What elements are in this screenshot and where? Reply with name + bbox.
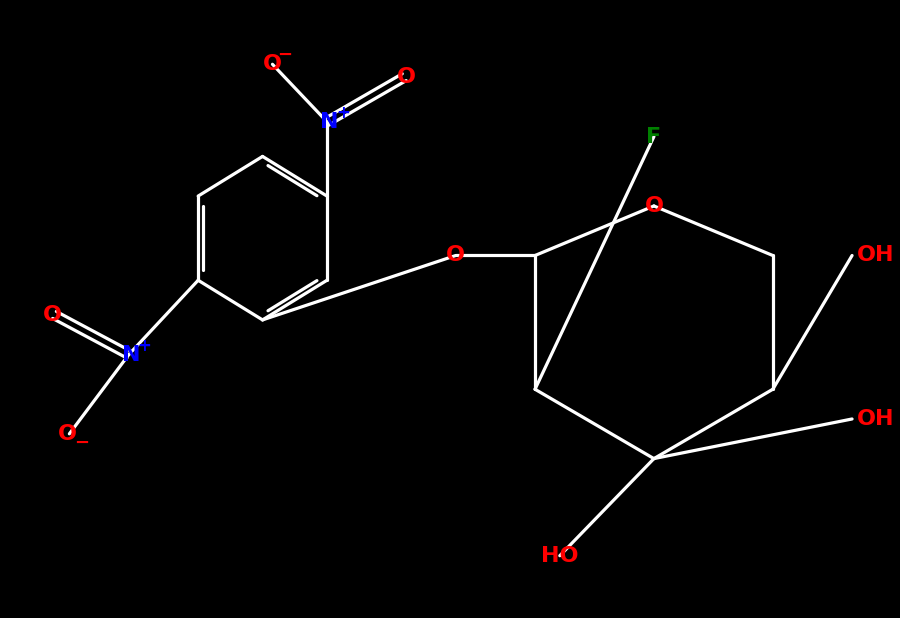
- Text: −: −: [277, 46, 292, 64]
- Text: O: O: [263, 54, 282, 74]
- Text: −: −: [74, 434, 89, 452]
- Text: OH: OH: [857, 409, 895, 429]
- Text: O: O: [58, 424, 76, 444]
- Text: N: N: [122, 345, 140, 365]
- Text: O: O: [644, 196, 663, 216]
- Text: OH: OH: [857, 245, 895, 266]
- Text: O: O: [43, 305, 62, 325]
- Text: HO: HO: [541, 546, 579, 565]
- Text: N: N: [320, 112, 338, 132]
- Text: O: O: [397, 67, 416, 87]
- Text: O: O: [446, 245, 465, 266]
- Text: F: F: [646, 127, 662, 146]
- Text: +: +: [336, 104, 350, 122]
- Text: +: +: [138, 337, 151, 355]
